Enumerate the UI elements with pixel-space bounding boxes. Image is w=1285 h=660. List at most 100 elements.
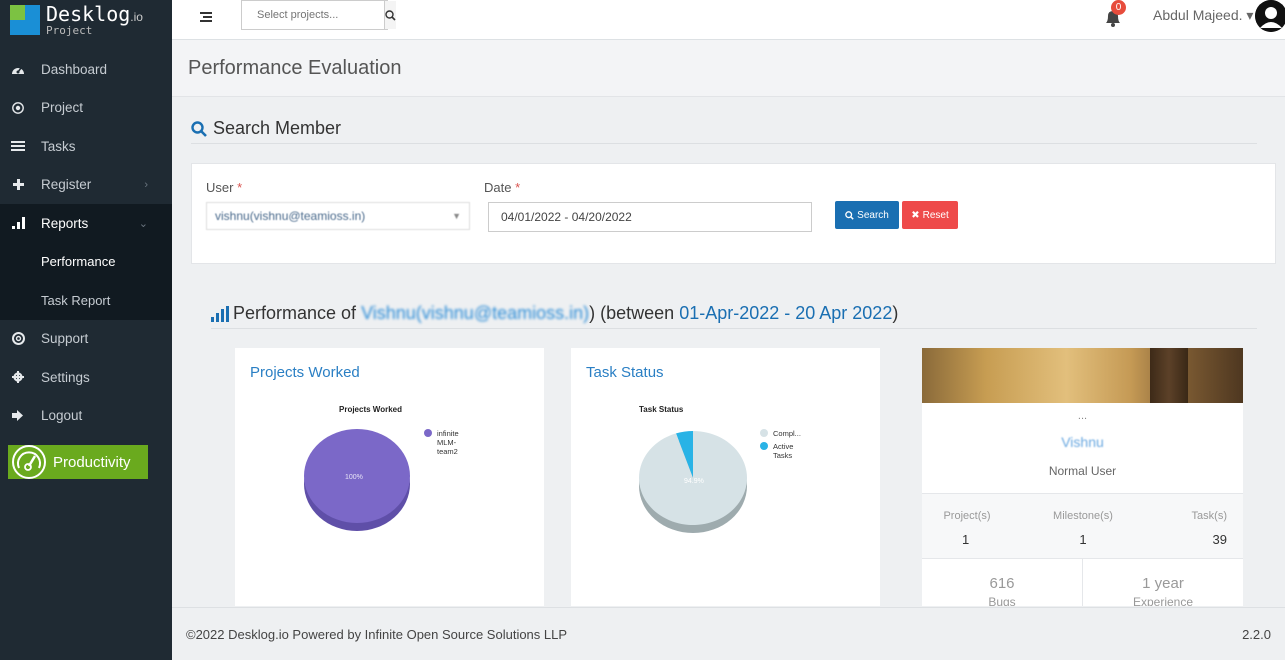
chart-title: Projects Worked (339, 405, 402, 414)
user-select-value: vishnu(vishnu@teamioss.in) (215, 209, 366, 223)
close-icon: ✖ (911, 209, 920, 221)
sidebar: Desklog.io Project Dashboard Project Tas… (0, 0, 172, 660)
sidebar-item-label: Register (41, 177, 92, 193)
search-icon[interactable] (384, 1, 396, 29)
menu-toggle-icon[interactable] (200, 9, 212, 25)
sidebar-item-label: Logout (41, 408, 83, 424)
logo-sub: Project (46, 24, 93, 37)
project-search-input[interactable] (242, 1, 384, 29)
select-arrow-icon: ▼ (452, 211, 461, 221)
search-button[interactable]: Search (835, 201, 899, 229)
target-icon (11, 101, 25, 115)
chevron-down-icon: ⌄ (138, 217, 148, 230)
chevron-right-icon: › (144, 178, 148, 191)
stat-value: 616 (989, 575, 1015, 592)
date-label: Date * (484, 180, 520, 195)
performance-date-range: 01-Apr-2022 - 20 Apr 2022 (679, 303, 893, 323)
user-menu[interactable]: Abdul Majeed. ▾ (1153, 7, 1253, 24)
sidebar-item-label: Tasks (41, 138, 76, 154)
legend-entry-line: team2 (437, 447, 458, 456)
avatar[interactable] (1255, 0, 1285, 32)
slice-label: 94.9% (684, 478, 704, 485)
performance-heading: Performance of Vishnu(vishnu@teamioss.in… (211, 303, 898, 324)
projects-worked-heading: Projects Worked (250, 364, 360, 381)
legend-swatch (424, 429, 432, 437)
sidebar-item-label: Project (41, 100, 84, 116)
sidebar-item-settings[interactable]: Settings (0, 358, 172, 397)
sidebar-item-dashboard[interactable]: Dashboard (0, 50, 172, 89)
logo-name: Desklog (46, 2, 131, 26)
user-label: User * (206, 180, 242, 195)
profile-banner-image (922, 348, 1243, 403)
task-status-chart: Task Status 94.9% Compl... Active Tasks (639, 405, 801, 533)
reset-button-label: Reset (922, 209, 949, 221)
project-search (241, 0, 396, 30)
bar-chart-icon (11, 216, 25, 230)
pie-slice (675, 431, 693, 478)
sidebar-subitem-task-report[interactable]: Task Report (0, 281, 172, 320)
projects-worked-chart: Projects Worked 100% infinite MLM- team2 (304, 405, 459, 531)
divider (211, 328, 1257, 329)
search-member-title: Search Member (213, 118, 342, 138)
legend-entry-active: Active (773, 442, 793, 451)
reset-button[interactable]: ✖ Reset (902, 201, 958, 229)
dashboard-icon (11, 62, 25, 76)
legend-swatch (760, 442, 768, 450)
search-card: User * vishnu(vishnu@teamioss.in) ▼ Date… (191, 163, 1276, 264)
stat-bugs: 616 Bugs (922, 575, 1082, 606)
task-status-panel: Task Status Task Status 94.9% Compl... A… (571, 348, 880, 606)
app-logo[interactable]: Desklog.io Project (0, 0, 172, 40)
performance-close: ) (892, 303, 899, 323)
stat-label: Project(s) (943, 510, 991, 522)
lifebuoy-icon (11, 332, 25, 346)
stat-value: 1 (962, 532, 970, 547)
profile-dots: ... (1077, 410, 1088, 422)
notification-badge: 0 (1111, 0, 1126, 15)
pie-slice (304, 429, 410, 523)
stat-value: 1 (1079, 532, 1087, 547)
sidebar-item-label: Settings (41, 369, 90, 385)
user-select[interactable]: vishnu(vishnu@teamioss.in) ▼ (206, 202, 470, 230)
sidebar-item-reports[interactable]: Reports ⌄ (0, 204, 172, 243)
stat-projects: Project(s) 1 (942, 510, 992, 547)
top-bar: 0 Abdul Majeed. ▾ (172, 0, 1285, 40)
pie-slice (639, 431, 747, 525)
legend-swatch (760, 429, 768, 437)
search-icon (845, 210, 854, 220)
divider (191, 143, 1257, 144)
profile-card: ... Vishnu Normal User Project(s) 1 Mile… (922, 348, 1243, 606)
user-label-text: User (206, 180, 234, 195)
date-range-input[interactable]: 04/01/2022 - 04/20/2022 (488, 202, 812, 232)
caret-down-icon: ▾ (1246, 7, 1254, 23)
page-header: Performance Evaluation (172, 40, 1285, 97)
search-member-heading: Search Member (191, 118, 341, 139)
chart-title: Task Status (639, 405, 684, 414)
sidebar-item-label: Reports (41, 215, 89, 231)
performance-between: ) (between (589, 303, 675, 323)
stat-label: Milestone(s) (1053, 510, 1113, 522)
signal-bars-icon (211, 305, 229, 322)
profile-name: Vishnu (1061, 434, 1104, 450)
sidebar-item-logout[interactable]: Logout (0, 397, 172, 436)
productivity-label: Productivity (53, 453, 131, 471)
sidebar-subitem-performance[interactable]: Performance (0, 242, 172, 281)
task-status-heading: Task Status (586, 364, 664, 381)
stat-label: Bugs (988, 595, 1016, 606)
search-button-label: Search (857, 209, 889, 221)
sidebar-item-label: Dashboard (41, 61, 108, 77)
legend-entry-line: infinite (437, 429, 459, 438)
sidebar-item-register[interactable]: Register › (0, 166, 172, 205)
gear-icon (11, 370, 25, 384)
sidebar-item-project[interactable]: Project (0, 89, 172, 128)
sidebar-item-label: Support (41, 331, 89, 347)
stat-value: 1 year (1142, 575, 1184, 592)
logo-mark-icon (10, 5, 40, 35)
slice-label: 100% (345, 474, 363, 481)
productivity-button[interactable]: Productivity (8, 445, 148, 479)
sidebar-item-tasks[interactable]: Tasks (0, 127, 172, 166)
date-label-text: Date (484, 180, 512, 195)
stat-label: Task(s) (1191, 510, 1227, 522)
tasks-icon (11, 139, 25, 153)
required-mark: * (515, 180, 521, 195)
sidebar-item-support[interactable]: Support (0, 320, 172, 359)
